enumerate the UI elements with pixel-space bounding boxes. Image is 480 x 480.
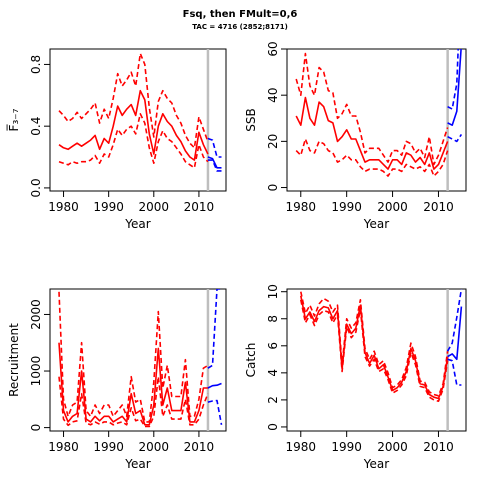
fbar-y-tick-label: 0.4 [29,117,43,136]
fbar-x-tick-label: 2010 [184,200,215,214]
catch-y-tick-label: 6 [266,342,280,350]
catch-x-axis-title: Year [363,457,389,471]
ssb-x-tick-label: 2000 [377,200,408,214]
ssb-y-tick-label: 20 [266,134,280,149]
ssb-historic-upper-line [295,52,449,166]
ssb-x-tick-label: 1980 [285,200,316,214]
catch-x-tick-label: 1990 [331,440,362,454]
catch-y-tick-label: 8 [266,315,280,323]
ssb-x-tick-label: 2010 [423,200,454,214]
recruitment-projection-upper-line [207,289,222,369]
ssb-projection-upper-line [447,49,459,110]
catch-y-axis-title: Catch [244,343,258,378]
catch-y-tick-label: 10 [266,284,280,299]
fbar-x-tick-label: 1990 [93,200,124,214]
recruitment-y-tick-label: 0 [29,424,43,432]
recruitment-x-tick-label: 1990 [93,440,124,454]
catch-historic-lower-line [300,299,449,403]
recruitment-x-tick-label: 1980 [48,440,79,454]
fbar-x-tick-label: 1980 [48,200,79,214]
ssb-plot-frame [286,48,467,192]
recruitment-y-tick-label: 2000 [29,299,43,330]
catch-panel: 1980 1990 2000 2010 0 2 4 6 8 10 Year Catch [244,284,467,471]
catch-projection-lower-line [447,358,462,386]
ssb-historic-median-line [295,96,449,170]
recruitment-x-tick-label: 2000 [139,440,170,454]
catch-x-tick-label: 2010 [423,440,454,454]
recruitment-projection-lower-line [207,399,223,425]
recruitment-y-tick-label: 1000 [29,356,43,387]
ssb-panel: 1980 1990 2000 2010 0 20 40 60 Year SSB [244,41,467,231]
fbar-historic-upper-line [58,52,209,149]
catch-plot-frame [286,288,467,432]
catch-y-tick-label: 4 [266,369,280,377]
catch-projection-median-line [447,306,463,361]
page-title: Fsq, then FMult=0,6 [182,9,298,20]
recruitment-x-axis-title: Year [124,457,150,471]
catch-y-tick-label: 2 [266,396,280,404]
fbar-x-tick-label: 2000 [139,200,170,214]
recruitment-historic-median-line [58,342,208,426]
catch-y-tick-label: 0 [266,423,280,431]
fbar-x-axis-title: Year [124,217,150,231]
catch-historic-median-line [300,295,449,400]
fbar-historic-lower-line [58,113,209,169]
ssb-projection-median-line [447,49,462,126]
fbar-y-tick-label: 0.8 [29,55,43,74]
recruitment-panel: 1980 1990 2000 2010 0 1000 2000 Year Recruitment [7,288,227,471]
ssb-y-axis-title: SSB [244,108,258,131]
catch-projection-upper-line [446,289,463,352]
ssb-y-tick-label: 0 [266,184,280,192]
recruitment-projection-median-line [207,382,222,389]
recruitment-historic-lower-line [58,375,209,428]
fbar-projection-upper-line [207,137,222,158]
ssb-projection-lower-line [447,133,463,143]
recruitment-historic-upper-line [58,291,209,423]
recruitment-x-tick-label: 2010 [184,440,215,454]
recruitment-y-axis-title: Recruitment [7,323,21,397]
fbar-projection-median-line [207,156,222,169]
fbar-y-tick-label: 0.0 [29,178,43,197]
ssb-y-tick-label: 40 [266,88,280,103]
fbar-projection-lower-line [207,159,222,172]
fbar-y-axis-title: F̅₃₋₇ [6,108,21,131]
ssb-x-axis-title: Year [363,217,389,231]
ssb-x-tick-label: 1990 [331,200,362,214]
fbar-historic-median-line [58,89,209,161]
catch-x-tick-label: 1980 [285,440,316,454]
page-subtitle: TAC = 4716 (2852;8171) [192,23,288,31]
fbar-plot-frame [49,48,227,192]
ssb-y-tick-label: 60 [266,41,280,56]
catch-historic-upper-line [300,291,449,397]
recruitment-plot-frame [49,288,227,432]
catch-x-tick-label: 2000 [377,440,408,454]
fbar-panel: 1980 1990 2000 2010 0.0 0.4 0.8 Year F̅₃₋₇ [6,48,227,231]
